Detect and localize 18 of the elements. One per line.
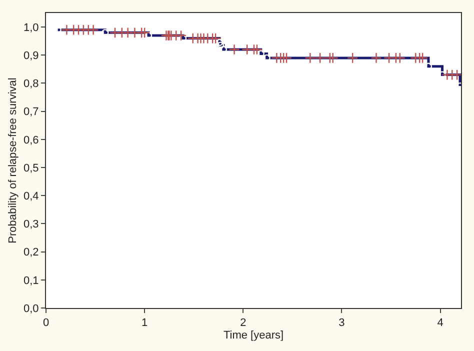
y-tick-label: 0,2	[24, 246, 39, 259]
x-tick-label: 2	[240, 317, 246, 330]
y-tick-label: 0,9	[24, 50, 39, 62]
x-tick-label: 3	[338, 317, 345, 330]
y-tick-label: 0,4	[24, 190, 39, 202]
x-axis-title: Time [years]	[223, 329, 284, 342]
x-tick-label: 0	[42, 317, 50, 330]
y-tick-label: 1,0	[24, 22, 39, 34]
y-axis-title: Probability of relapse-free survival	[7, 78, 20, 244]
y-tick-label: 0,0	[24, 302, 39, 315]
x-tick-label: 1	[142, 317, 148, 330]
y-tick-label: 0,3	[24, 218, 39, 231]
y-tick-label: 0,6	[24, 134, 39, 146]
x-tick-label: 4	[437, 317, 444, 330]
y-tick-label: 0,7	[24, 106, 39, 118]
y-tick-label: 0,1	[24, 274, 39, 287]
y-tick-label: 0,5	[24, 162, 39, 174]
y-tick-label: 0,8	[24, 78, 39, 90]
